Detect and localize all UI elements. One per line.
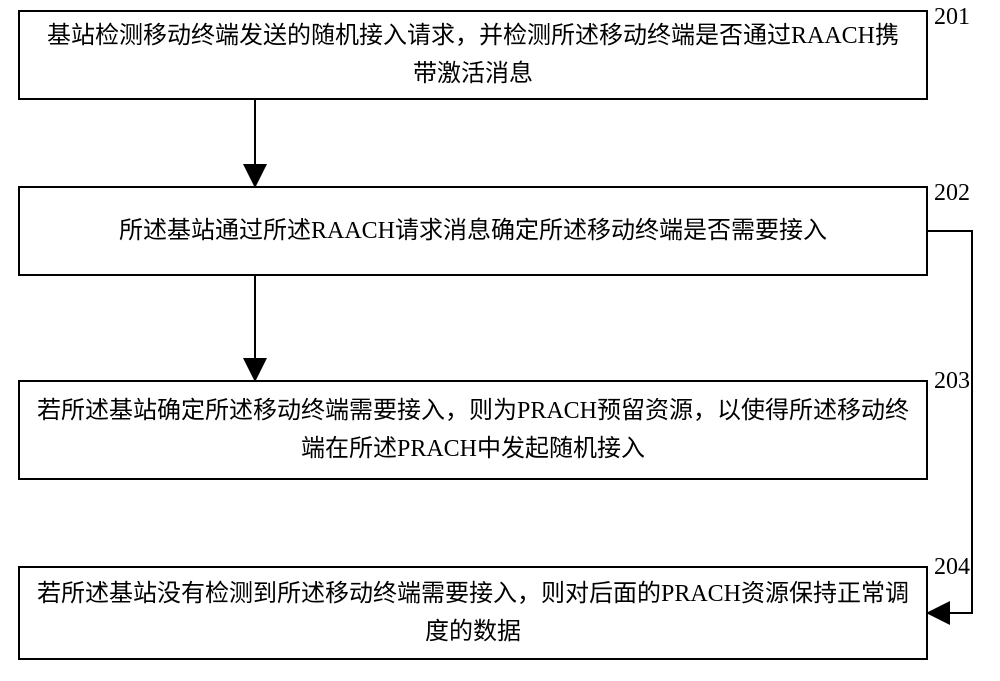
edge-202-to-204 [0,0,1000,681]
